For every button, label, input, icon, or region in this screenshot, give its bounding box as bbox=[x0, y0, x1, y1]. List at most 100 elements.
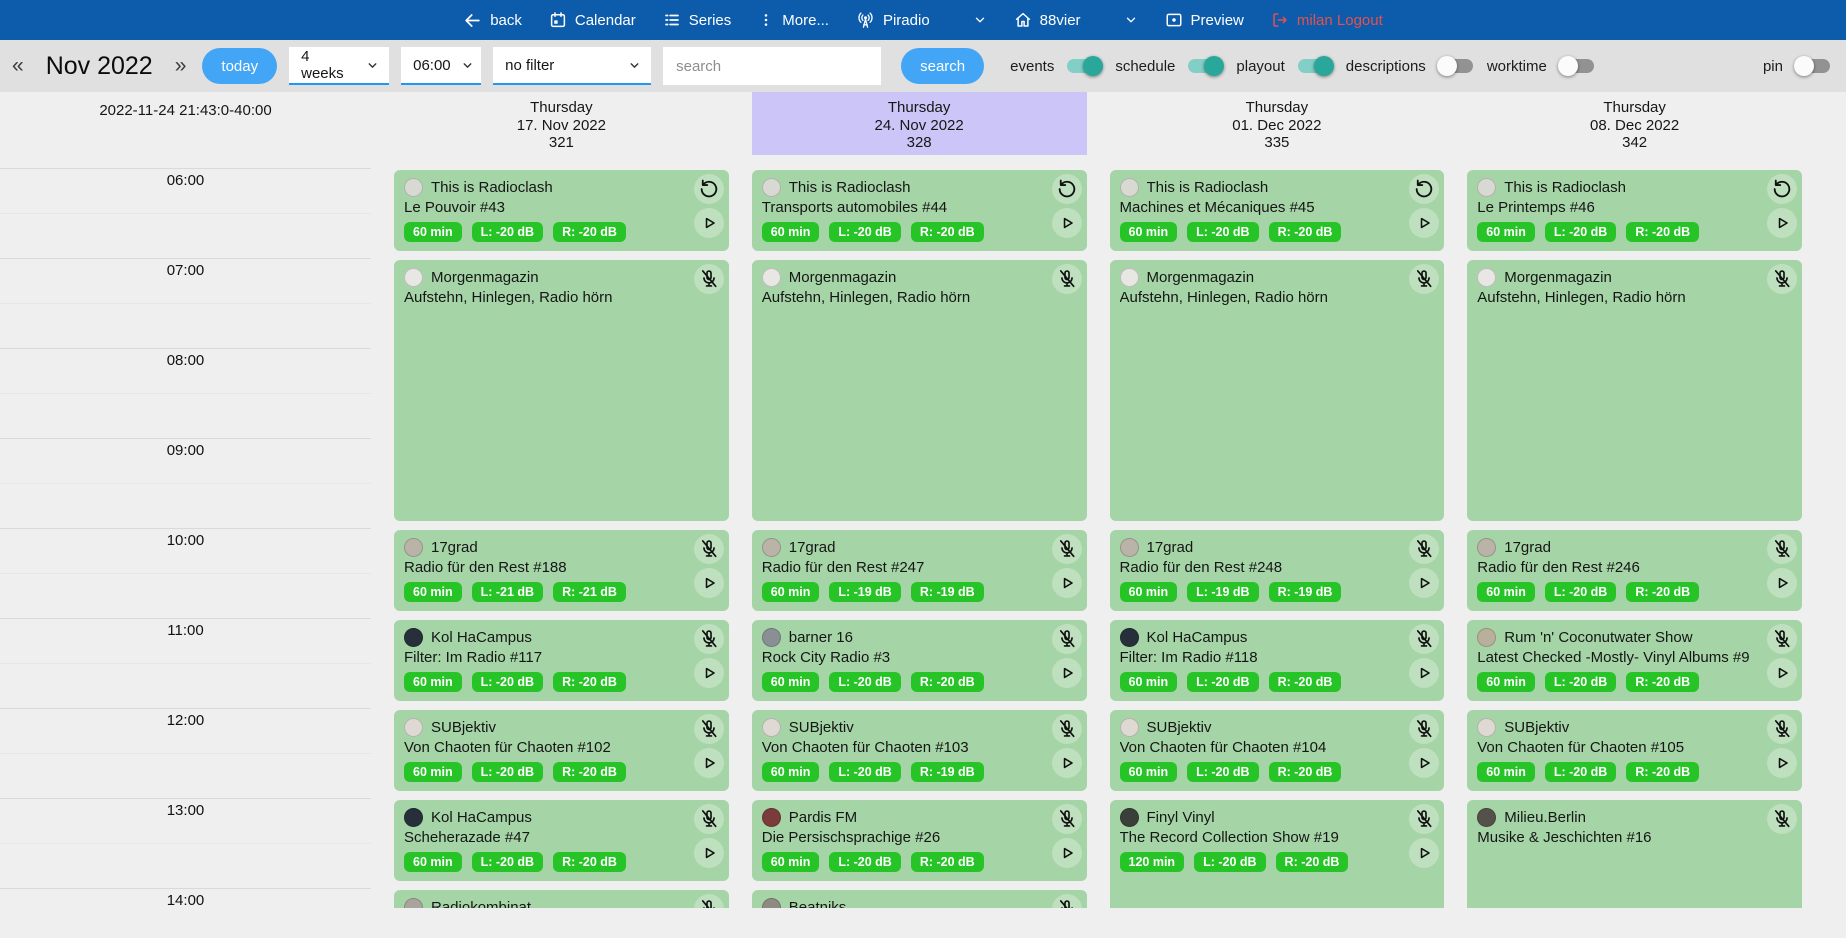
play-icon[interactable] bbox=[1051, 838, 1082, 868]
topbar-item-back[interactable]: back bbox=[463, 11, 522, 30]
event-card[interactable]: SUBjektiv Von Chaoten für Chaoten #103 60 … bbox=[751, 710, 1087, 791]
play-icon[interactable] bbox=[1409, 658, 1440, 688]
rotate-ccw-icon[interactable] bbox=[1051, 174, 1082, 204]
mic-off-icon[interactable] bbox=[693, 894, 724, 908]
play-icon[interactable] bbox=[1409, 208, 1440, 238]
topbar-item-calendar[interactable]: Calendar bbox=[549, 11, 636, 29]
rotate-ccw-icon[interactable] bbox=[1409, 174, 1440, 204]
start-time-select[interactable]: 06:00 bbox=[401, 47, 482, 85]
play-icon[interactable] bbox=[1767, 208, 1797, 238]
event-card[interactable]: Radiokombinat bbox=[394, 890, 729, 908]
descriptions-toggle[interactable] bbox=[1436, 56, 1473, 76]
search-button[interactable]: search bbox=[901, 48, 985, 84]
play-icon[interactable] bbox=[1767, 568, 1797, 598]
event-card[interactable]: SUBjektiv Von Chaoten für Chaoten #105 60 … bbox=[1467, 710, 1802, 791]
show-avatar bbox=[761, 537, 781, 557]
event-card[interactable]: Rum 'n' Coconutwater Show Latest Checked … bbox=[1467, 620, 1802, 701]
mic-off-icon[interactable] bbox=[1767, 534, 1797, 564]
today-button[interactable]: today bbox=[202, 48, 278, 84]
play-icon[interactable] bbox=[1409, 838, 1440, 868]
chevron-down-icon[interactable] bbox=[973, 13, 987, 27]
event-card[interactable]: 17grad Radio für den Rest #248 60 min L: -1… bbox=[1109, 530, 1445, 611]
event-card[interactable]: This is Radioclash Machines et Mécaniques… bbox=[1109, 170, 1445, 251]
play-icon[interactable] bbox=[1051, 208, 1082, 238]
event-card[interactable]: 17grad Radio für den Rest #188 60 min L: -2… bbox=[394, 530, 729, 611]
playout-toggle[interactable] bbox=[1297, 56, 1334, 76]
event-card[interactable]: SUBjektiv Von Chaoten für Chaoten #104 60 … bbox=[1109, 710, 1445, 791]
event-card[interactable]: Kol HaCampus Filter: Im Radio #118 60 min L… bbox=[1109, 620, 1445, 701]
prev-month-button[interactable]: « bbox=[8, 54, 28, 78]
mic-off-icon[interactable] bbox=[693, 534, 724, 564]
search-input[interactable] bbox=[663, 47, 882, 85]
mic-off-icon[interactable] bbox=[1051, 264, 1082, 294]
mic-off-icon[interactable] bbox=[1409, 804, 1440, 834]
mic-off-icon[interactable] bbox=[1409, 624, 1440, 654]
mic-off-icon[interactable] bbox=[1051, 534, 1082, 564]
event-card[interactable]: Milieu.Berlin Musike & Jeschichten #16 bbox=[1467, 800, 1802, 908]
mic-off-icon[interactable] bbox=[1051, 624, 1082, 654]
event-badge: L: -19 dB bbox=[829, 582, 901, 602]
play-icon[interactable] bbox=[1051, 748, 1082, 778]
mic-off-icon[interactable] bbox=[1051, 714, 1082, 744]
play-icon[interactable] bbox=[1051, 658, 1082, 688]
next-month-button[interactable]: » bbox=[171, 54, 191, 78]
mic-off-icon[interactable] bbox=[1409, 264, 1440, 294]
mic-off-icon[interactable] bbox=[693, 264, 724, 294]
mic-off-icon[interactable] bbox=[1051, 804, 1082, 834]
play-icon[interactable] bbox=[693, 838, 724, 868]
mic-off-icon[interactable] bbox=[693, 624, 724, 654]
topbar-item-series[interactable]: Series bbox=[663, 11, 731, 29]
event-card[interactable]: Pardis FM Die Persischsprachige #26 60 min… bbox=[751, 800, 1087, 881]
event-card[interactable]: Kol HaCampus Scheherazade #47 60 min L: -20… bbox=[394, 800, 729, 881]
mic-off-icon[interactable] bbox=[1767, 624, 1797, 654]
topbar-item-logout[interactable]: milan Logout bbox=[1271, 11, 1383, 29]
play-icon[interactable] bbox=[693, 658, 724, 688]
mic-off-icon[interactable] bbox=[1409, 534, 1440, 564]
mic-off-icon[interactable] bbox=[693, 804, 724, 834]
play-icon[interactable] bbox=[693, 568, 724, 598]
event-card[interactable]: This is Radioclash Le Pouvoir #43 60 min L:… bbox=[394, 170, 729, 251]
topbar-item-piradio[interactable]: Piradio bbox=[856, 11, 930, 30]
play-icon[interactable] bbox=[1051, 568, 1082, 598]
event-card[interactable]: 17grad Radio für den Rest #246 60 min L: -2… bbox=[1467, 530, 1802, 611]
event-card[interactable]: Kol HaCampus Filter: Im Radio #117 60 min L… bbox=[394, 620, 729, 701]
event-card[interactable]: Beatniks bbox=[751, 890, 1087, 908]
mic-off-icon[interactable] bbox=[693, 714, 724, 744]
rotate-ccw-icon[interactable] bbox=[1767, 174, 1797, 204]
pin-toggle[interactable] bbox=[1794, 56, 1830, 76]
play-icon[interactable] bbox=[1767, 658, 1797, 688]
chevron-down-icon[interactable] bbox=[1124, 13, 1138, 27]
rotate-ccw-icon[interactable] bbox=[693, 174, 724, 204]
event-card[interactable]: Finyl Vinyl The Record Collection Show #1… bbox=[1109, 800, 1445, 908]
topbar-item-preview[interactable]: Preview bbox=[1165, 11, 1244, 29]
events-toggle[interactable] bbox=[1067, 56, 1104, 76]
filter-select[interactable]: no filter bbox=[493, 47, 652, 85]
event-card[interactable]: Morgenmagazin Aufstehn, Hinlegen, Radio h… bbox=[394, 260, 729, 521]
mic-off-icon[interactable] bbox=[1767, 264, 1797, 294]
event-card[interactable]: 17grad Radio für den Rest #247 60 min L: -1… bbox=[751, 530, 1087, 611]
play-icon[interactable] bbox=[693, 208, 724, 238]
topbar-item-more[interactable]: More... bbox=[758, 12, 829, 29]
event-card[interactable]: This is Radioclash Le Printemps #46 60 min… bbox=[1467, 170, 1802, 251]
schedule-toggle[interactable] bbox=[1188, 56, 1225, 76]
mic-off-icon[interactable] bbox=[1767, 714, 1797, 744]
range-select[interactable]: 4 weeks bbox=[289, 47, 390, 85]
event-card[interactable]: Morgenmagazin Aufstehn, Hinlegen, Radio h… bbox=[751, 260, 1087, 521]
event-badge: R: -20 dB bbox=[553, 852, 626, 872]
mic-off-icon[interactable] bbox=[1767, 804, 1797, 834]
mic-off-icon[interactable] bbox=[1409, 714, 1440, 744]
event-card[interactable]: SUBjektiv Von Chaoten für Chaoten #102 60 … bbox=[394, 710, 729, 791]
show-avatar bbox=[1119, 267, 1139, 287]
event-card[interactable]: barner 16 Rock City Radio #3 60 min L: -20 … bbox=[751, 620, 1087, 701]
event-card[interactable]: Morgenmagazin Aufstehn, Hinlegen, Radio h… bbox=[1109, 260, 1445, 521]
play-icon[interactable] bbox=[1767, 748, 1797, 778]
play-icon[interactable] bbox=[1409, 748, 1440, 778]
play-icon[interactable] bbox=[1409, 568, 1440, 598]
event-card[interactable]: Morgenmagazin Aufstehn, Hinlegen, Radio h… bbox=[1467, 260, 1802, 521]
play-icon[interactable] bbox=[693, 748, 724, 778]
worktime-toggle[interactable] bbox=[1557, 56, 1594, 76]
badge-row: 60 min L: -20 dB R: -20 dB bbox=[761, 222, 1077, 242]
topbar-item-88vier[interactable]: 88vier bbox=[1014, 11, 1081, 29]
event-card[interactable]: This is Radioclash Transports automobiles… bbox=[751, 170, 1087, 251]
mic-off-icon[interactable] bbox=[1051, 894, 1082, 908]
